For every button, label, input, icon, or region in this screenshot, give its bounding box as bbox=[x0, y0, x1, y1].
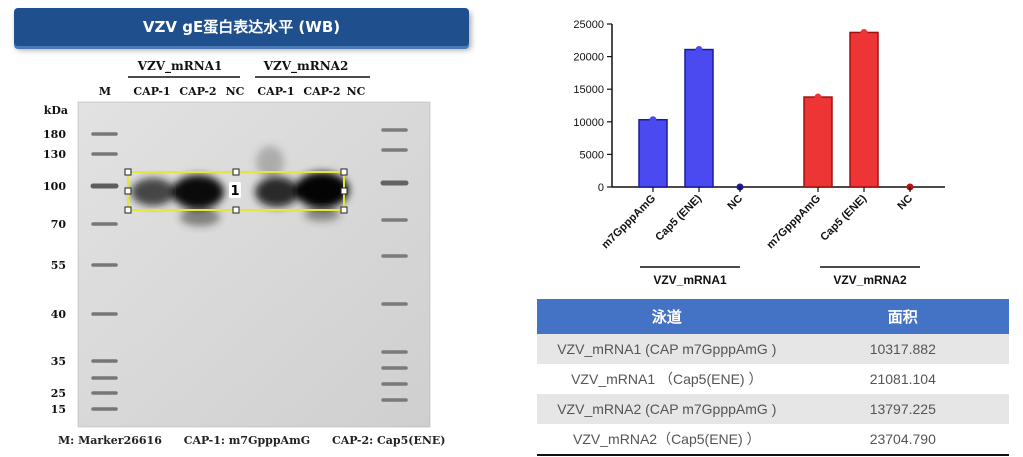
x-tick-label: Cap5 (ENE) bbox=[818, 192, 869, 243]
lane-label-m: M bbox=[99, 85, 111, 98]
group-label-mrna2: VZV_mRNA2 bbox=[263, 59, 349, 74]
y-tick-label: 10000 bbox=[573, 117, 604, 129]
lane-label-cap1-b: CAP-1 bbox=[257, 85, 294, 98]
x-tick-label: m7GpppAmG bbox=[599, 193, 658, 252]
y-axis: 0 5000 10000 15000 20000 25000 bbox=[573, 19, 945, 194]
selection-box: 1 bbox=[124, 168, 348, 214]
kda-15: 15 bbox=[51, 403, 66, 416]
cell-lane: VZV_mRNA1 (CAP m7GpppAmG ) bbox=[537, 334, 797, 364]
cell-area: 21081.104 bbox=[796, 364, 1009, 394]
x-tick-label: Cap5 (ENE) bbox=[653, 192, 704, 243]
table-row: VZV_mRNA2（Cap5(ENE) ） 23704.790 bbox=[537, 424, 1009, 456]
legend-cap1: CAP-1: m7GpppAmG bbox=[183, 434, 311, 447]
table-row: VZV_mRNA1 （Cap5(ENE) ） 21081.104 bbox=[537, 364, 1009, 394]
table-row: VZV_mRNA2 (CAP m7GpppAmG ) 13797.225 bbox=[537, 394, 1009, 424]
western-blot: VZV_mRNA1 VZV_mRNA2 M CAP-1 CAP-2 NC CAP… bbox=[43, 59, 431, 428]
sample-bands bbox=[131, 146, 349, 226]
banner-title: VZV gE蛋白表达水平 (WB) bbox=[14, 8, 469, 46]
kda-25: 25 bbox=[51, 387, 66, 400]
cell-area: 23704.790 bbox=[796, 424, 1009, 456]
header-lane: 泳道 bbox=[537, 299, 797, 334]
bar bbox=[849, 31, 879, 188]
lane-label-nc-a: NC bbox=[226, 85, 245, 98]
header-area: 面积 bbox=[796, 299, 1009, 334]
y-tick-label: 0 bbox=[598, 182, 604, 194]
group-label-mrna1: VZV_mRNA1 bbox=[137, 59, 223, 74]
table-row: VZV_mRNA1 (CAP m7GpppAmG ) 10317.882 bbox=[537, 334, 1009, 364]
kda-unit: kDa bbox=[44, 104, 68, 117]
bar bbox=[638, 118, 668, 188]
cell-lane: VZV_mRNA1 （Cap5(ENE) ） bbox=[537, 364, 797, 394]
bar bbox=[803, 96, 833, 188]
legend-marker: M: Marker26616 bbox=[58, 434, 162, 447]
marker-ladder-left bbox=[90, 132, 119, 411]
x-tick-label: m7GpppAmG bbox=[764, 193, 823, 252]
bar-point bbox=[695, 46, 703, 54]
selection-badge: 1 bbox=[230, 184, 239, 199]
group-label: VZV_mRNA1 bbox=[653, 273, 727, 287]
kda-55: 55 bbox=[51, 259, 66, 272]
lane-label-nc-b: NC bbox=[347, 85, 366, 98]
cell-area: 13797.225 bbox=[796, 394, 1009, 424]
kda-70: 70 bbox=[51, 218, 67, 231]
lane-label-cap1-a: CAP-1 bbox=[133, 85, 170, 98]
gel-membrane bbox=[77, 101, 431, 428]
y-tick-label: 15000 bbox=[573, 84, 604, 96]
kda-35: 35 bbox=[51, 355, 66, 368]
kda-180: 180 bbox=[43, 128, 66, 141]
area-table: 泳道 面积 VZV_mRNA1 (CAP m7GpppAmG ) 10317.8… bbox=[537, 299, 1009, 456]
bar-point bbox=[649, 116, 657, 124]
lane-label-cap2-a: CAP-2 bbox=[179, 85, 216, 98]
bars bbox=[638, 28, 914, 191]
group-labels: VZV_mRNA1 VZV_mRNA2 bbox=[640, 266, 920, 287]
cell-area: 10317.882 bbox=[796, 334, 1009, 364]
y-tick-label: 20000 bbox=[573, 52, 604, 64]
legend-cap2: CAP-2: Cap5(ENE) bbox=[331, 434, 446, 447]
kda-100: 100 bbox=[43, 180, 66, 193]
bar-point bbox=[814, 93, 822, 101]
y-tick-label: 25000 bbox=[573, 19, 604, 31]
x-tick-label: NC bbox=[895, 193, 915, 213]
group-label: VZV_mRNA2 bbox=[833, 273, 907, 287]
cell-lane: VZV_mRNA2 (CAP m7GpppAmG ) bbox=[537, 394, 797, 424]
lane-label-cap2-b: CAP-2 bbox=[303, 85, 340, 98]
y-tick-label: 5000 bbox=[580, 149, 604, 161]
kda-130: 130 bbox=[43, 148, 66, 161]
bar-point bbox=[860, 28, 868, 36]
bar bbox=[684, 48, 714, 188]
cell-lane: VZV_mRNA2（Cap5(ENE) ） bbox=[537, 424, 797, 456]
blot-legend: M: Marker26616 CAP-1: m7GpppAmG CAP-2: C… bbox=[58, 434, 478, 447]
kda-40: 40 bbox=[51, 308, 67, 321]
x-tick-label: NC bbox=[725, 193, 745, 213]
marker-ladder-right bbox=[380, 128, 409, 402]
